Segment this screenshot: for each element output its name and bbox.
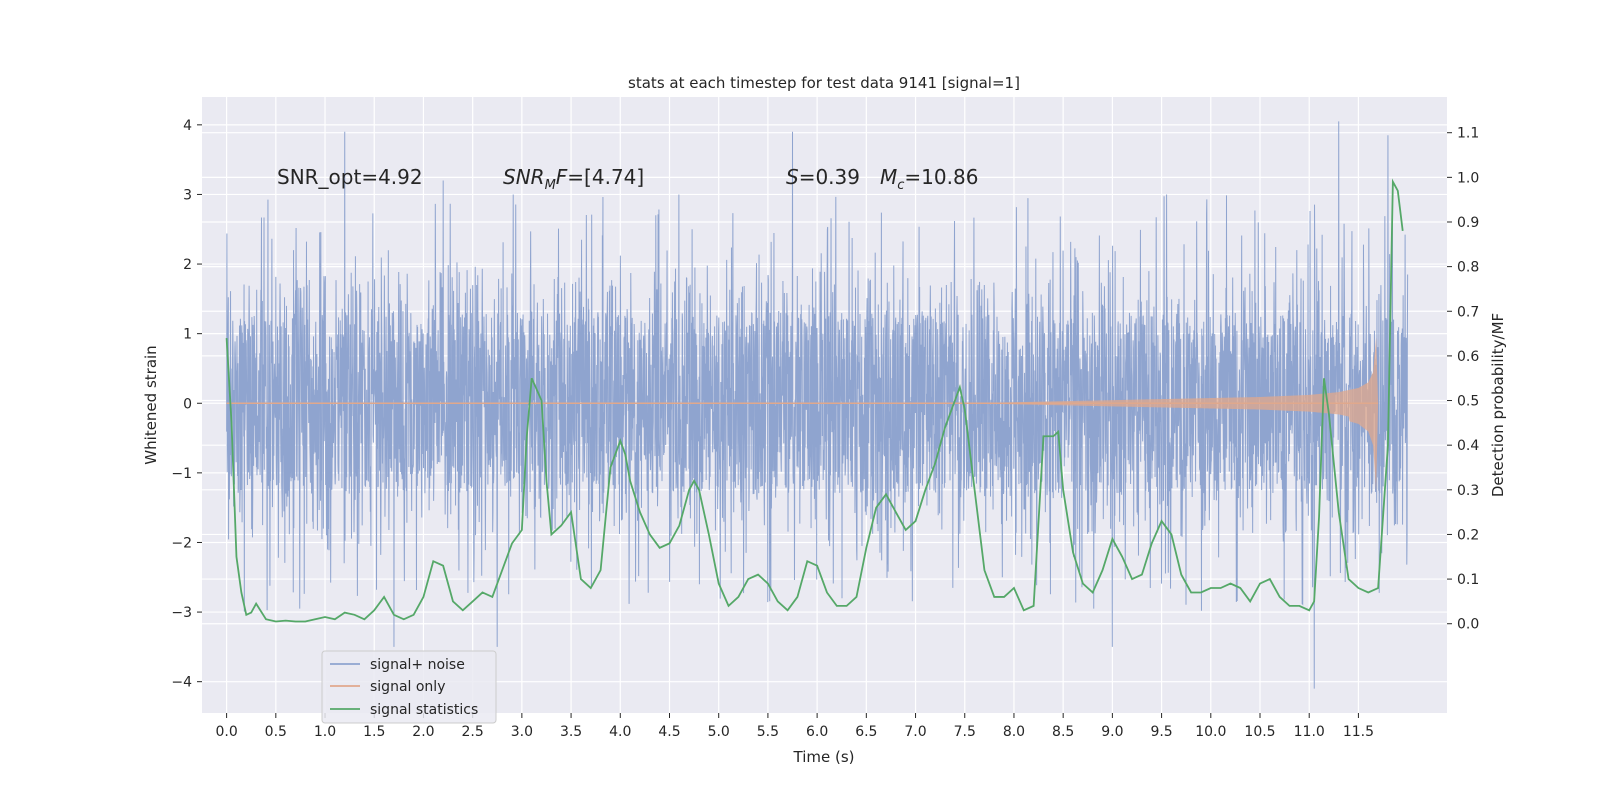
y2-tick-label: 0.7 xyxy=(1457,304,1479,320)
x-tick-label: 8.5 xyxy=(1052,724,1074,740)
y2-tick-label: 0.8 xyxy=(1457,260,1479,276)
x-tick-label: 9.5 xyxy=(1150,724,1172,740)
x-tick-label: 5.5 xyxy=(757,724,779,740)
x-tick-label: 6.5 xyxy=(855,724,877,740)
chart-title: stats at each timestep for test data 914… xyxy=(628,74,1020,92)
y2-tick-label: 0.5 xyxy=(1457,394,1479,410)
x-tick-label: 10.0 xyxy=(1195,724,1226,740)
y-tick-label: −3 xyxy=(171,605,192,621)
x-axis-title: Time (s) xyxy=(793,748,855,766)
legend: signal+ noise signal only signal statist… xyxy=(321,650,497,724)
series-signal-statistics xyxy=(225,178,1404,623)
legend-label-signal-statistics: signal statistics xyxy=(370,702,478,718)
y-tick-label: 1 xyxy=(183,327,192,343)
y-tick-label: 3 xyxy=(183,187,192,203)
x-tick-label: 11.5 xyxy=(1343,724,1374,740)
x-tick-label: 1.5 xyxy=(363,724,385,740)
annotation-mc: Mc=10.86 xyxy=(880,165,978,193)
annotation-snr-opt: SNR_opt=4.92 xyxy=(277,165,423,189)
legend-label-signal-noise: signal+ noise xyxy=(370,657,465,673)
x-tick-label: 0.0 xyxy=(215,724,237,740)
y-axis-title: Whitened strain xyxy=(142,345,160,464)
x-tick-label: 11.0 xyxy=(1294,724,1325,740)
x-tick-label: 5.0 xyxy=(708,724,730,740)
y2-tick-label: 0.2 xyxy=(1457,527,1479,543)
y-tick-label: −2 xyxy=(171,535,192,551)
x-tick-label: 3.5 xyxy=(560,724,582,740)
x-tick-label: 6.0 xyxy=(806,724,828,740)
y2-tick-label: 1.0 xyxy=(1457,170,1479,186)
x-tick-label: 1.0 xyxy=(314,724,336,740)
x-tick-label: 2.5 xyxy=(462,724,484,740)
y-tick-label: 2 xyxy=(183,257,192,273)
y-tick-label: 0 xyxy=(183,396,192,412)
y2-tick-label: 1.1 xyxy=(1457,126,1479,142)
y2-tick-label: 0.4 xyxy=(1457,438,1479,454)
series-signal-noise xyxy=(226,121,1409,689)
x-axis-ticks: 0.0 0.5 1.0 1.5 2.0 2.5 3.0 3.5 4.0 4.5 5.0 5.5 6.0 6… xyxy=(215,713,1374,740)
legend-box xyxy=(321,650,497,724)
y2-tick-label: 0.1 xyxy=(1457,572,1479,588)
x-tick-label: 7.5 xyxy=(954,724,976,740)
y2-axis-ticks: 0.0 0.1 0.2 0.3 0.4 0.5 0.6 0.7 0.8 0.9 1.0 1.1 xyxy=(1447,126,1479,633)
y2-tick-label: 0.6 xyxy=(1457,349,1479,365)
y2-tick-label: 0.0 xyxy=(1457,617,1479,633)
x-tick-label: 10.5 xyxy=(1244,724,1275,740)
y-tick-label: 4 xyxy=(183,118,192,134)
x-tick-label: 3.0 xyxy=(511,724,533,740)
x-tick-label: 2.0 xyxy=(412,724,434,740)
x-tick-label: 9.0 xyxy=(1101,724,1123,740)
y2-tick-label: 0.3 xyxy=(1457,483,1479,499)
x-tick-label: 4.0 xyxy=(609,724,631,740)
x-tick-label: 7.0 xyxy=(904,724,926,740)
y-axis-ticks: −4 −3 −2 −1 0 1 2 3 4 xyxy=(171,118,202,691)
x-tick-label: 4.5 xyxy=(658,724,680,740)
y-tick-label: −1 xyxy=(171,466,192,482)
annotation-snr-mf: SNRMF=[4.74] xyxy=(503,165,644,193)
y-tick-label: −4 xyxy=(171,675,192,691)
series-layer xyxy=(225,121,1409,689)
legend-label-signal-only: signal only xyxy=(370,679,445,695)
y2-axis-title: Detection probability/MF xyxy=(1489,313,1507,497)
y2-tick-label: 0.9 xyxy=(1457,215,1479,231)
annotation-s: S=0.39 xyxy=(786,165,860,189)
x-tick-label: 0.5 xyxy=(265,724,287,740)
x-tick-label: 8.0 xyxy=(1003,724,1025,740)
